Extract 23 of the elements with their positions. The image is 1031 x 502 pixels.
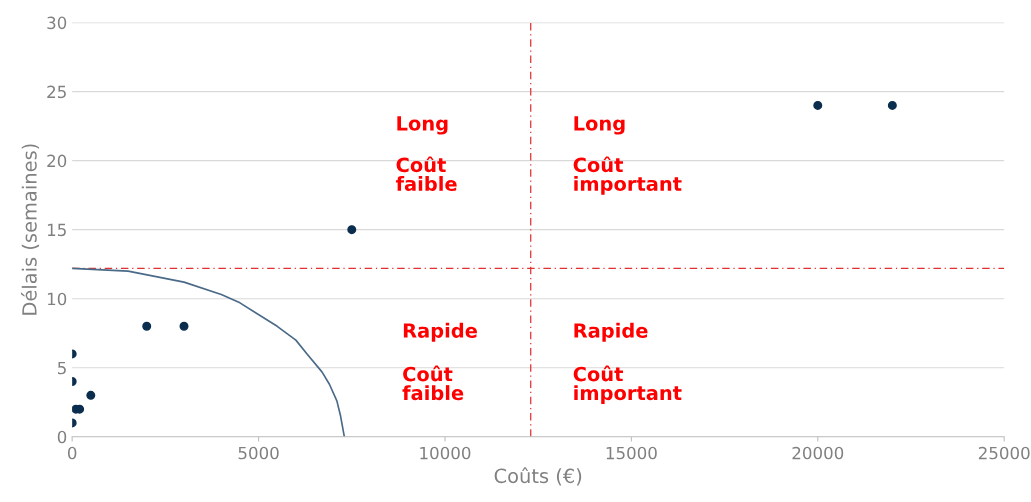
y-tick-label: 25 bbox=[47, 85, 66, 99]
annotation: Long bbox=[397, 116, 448, 135]
annotation: Long bbox=[574, 116, 625, 135]
y-tick-label: 10 bbox=[47, 292, 67, 306]
annotation: Coût faible bbox=[402, 365, 464, 401]
annotation: Rapide bbox=[403, 322, 477, 342]
x-axis-title: Coûts (€) bbox=[494, 467, 582, 486]
x-tick-label: 20000 bbox=[792, 446, 844, 460]
y-tick-label: 20 bbox=[47, 154, 67, 168]
x-tick-label: 5000 bbox=[238, 446, 279, 460]
annotation: Coût important bbox=[573, 156, 682, 195]
annotation: Coût important bbox=[573, 365, 682, 404]
y-axis-title: Délais (semaines) bbox=[20, 144, 40, 315]
x-tick-label: 10000 bbox=[420, 446, 471, 460]
x-tick-label: 15000 bbox=[606, 446, 657, 460]
x-tick-label: 0 bbox=[67, 446, 77, 460]
y-tick-label: 15 bbox=[47, 223, 66, 237]
annotation: Coût faible bbox=[395, 156, 457, 192]
y-tick-label: 0 bbox=[57, 430, 67, 444]
y-tick-label: 30 bbox=[47, 16, 67, 30]
y-tick-label: 5 bbox=[57, 361, 66, 375]
annotation: Rapide bbox=[574, 322, 648, 342]
x-tick-label: 25000 bbox=[978, 446, 1030, 460]
